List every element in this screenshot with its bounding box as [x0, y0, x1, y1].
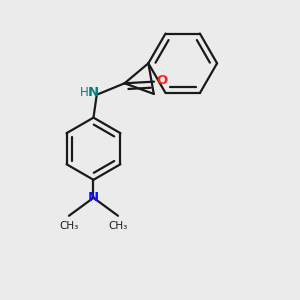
- Text: CH₃: CH₃: [108, 221, 128, 231]
- Text: H: H: [80, 85, 89, 99]
- Text: O: O: [157, 74, 168, 86]
- Text: N: N: [88, 191, 99, 204]
- Text: N: N: [88, 85, 99, 99]
- Text: CH₃: CH₃: [59, 221, 79, 231]
